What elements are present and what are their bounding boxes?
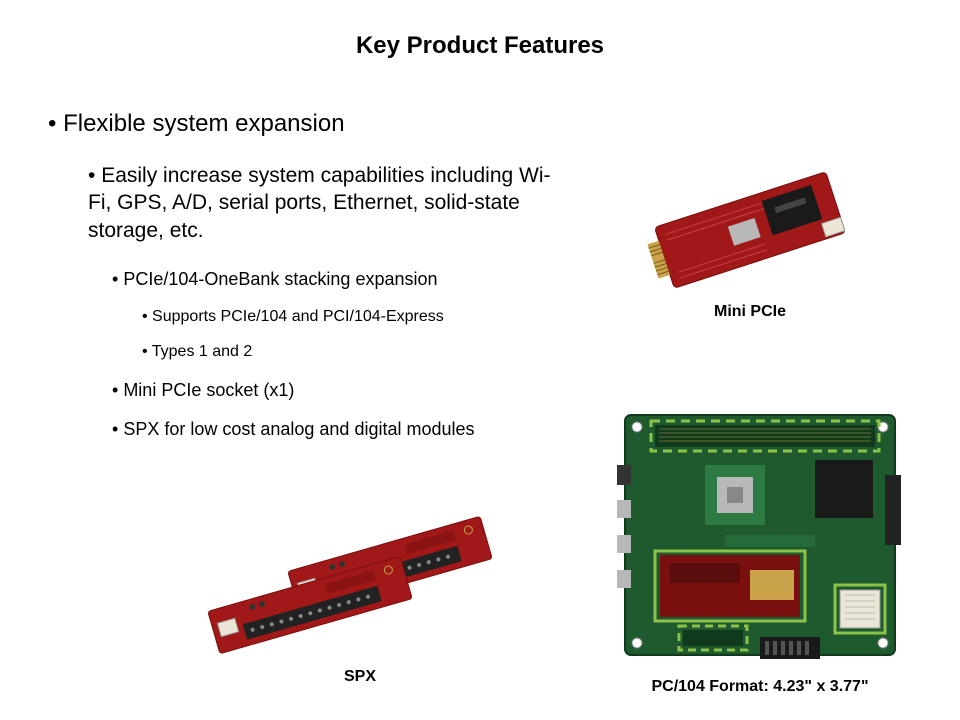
figure-spx: SPX [180, 505, 540, 686]
figure-pc104: PC/104 Format: 4.23" x 3.77" [600, 405, 920, 696]
bullet-l4a: Supports PCIe/104 and PCI/104-Express [142, 307, 568, 328]
bullet-l3a: PCIe/104-OneBank stacking expansion Supp… [112, 268, 568, 363]
pc104-board-icon [615, 405, 905, 665]
bullet-l3a-text: PCIe/104-OneBank stacking expansion [123, 269, 437, 289]
slide-title: Key Product Features [0, 0, 960, 60]
mini-pcie-board-icon [630, 170, 870, 290]
figure-mini-pcie: Mini PCIe [610, 170, 890, 321]
spx-caption: SPX [180, 668, 540, 686]
bullet-l3b: Mini PCIe socket (x1) [112, 379, 568, 402]
bullet-l4b: Types 1 and 2 [142, 342, 568, 363]
bullet-l1: Flexible system expansion Easily increas… [48, 110, 568, 442]
bullet-l2: Easily increase system capabilities incl… [88, 162, 568, 442]
bullet-l3c: SPX for low cost analog and digital modu… [112, 418, 568, 441]
bullet-l1-text: Flexible system expansion [63, 110, 344, 137]
pc104-caption: PC/104 Format: 4.23" x 3.77" [600, 678, 920, 696]
spx-boards-icon [190, 505, 530, 655]
bullet-content: Flexible system expansion Easily increas… [48, 110, 568, 458]
bullet-l2-text: Easily increase system capabilities incl… [88, 164, 551, 242]
mini-pcie-caption: Mini PCIe [610, 303, 890, 321]
